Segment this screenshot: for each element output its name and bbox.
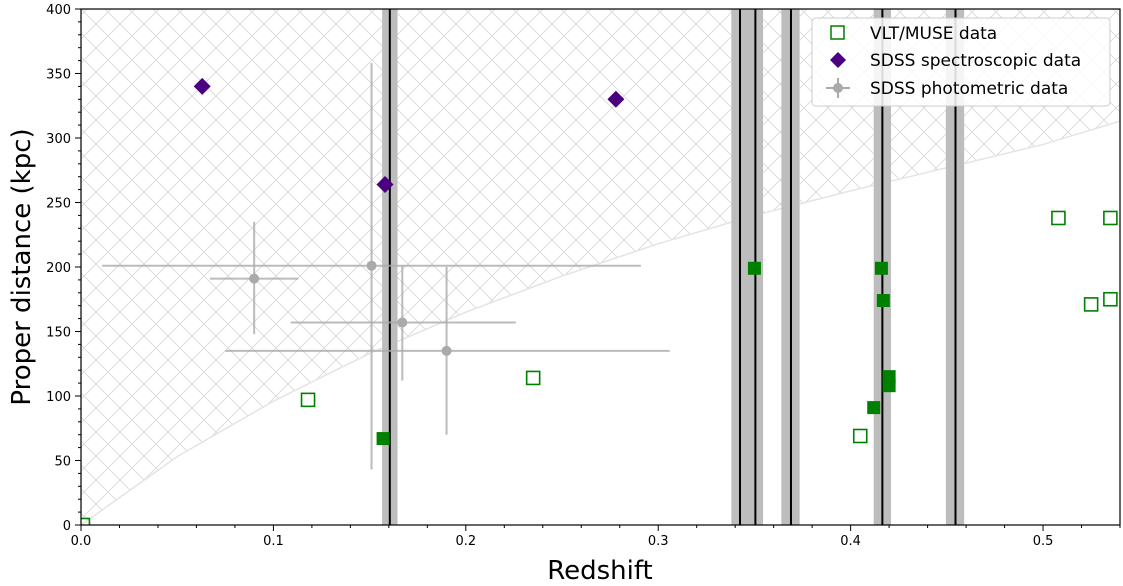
legend-vlt-marker — [830, 25, 845, 40]
y-axis-ticks: 0 50 100 150 200 250 300 350 400 — [46, 3, 81, 534]
muse-filled-point-6 — [882, 370, 896, 384]
phot-point-0 — [249, 273, 260, 284]
y-tick-label: 350 — [46, 68, 71, 83]
data-markers — [81, 77, 1118, 525]
spec-point-0 — [193, 77, 211, 95]
muse-open-point-2 — [525, 370, 541, 386]
legend-spec-label: SDSS spectroscopic data — [870, 51, 1081, 71]
muse-open-point-3 — [852, 428, 868, 444]
muse-filled-point-2 — [874, 261, 888, 275]
x-tick-label: 0.4 — [840, 534, 861, 549]
legend-vlt-label: VLT/MUSE data — [870, 24, 997, 44]
muse-open-point-4 — [1051, 210, 1066, 226]
x-tick-label: 0.5 — [1033, 534, 1054, 549]
muse-open-point-5 — [1083, 297, 1099, 312]
muse-open-point-6 — [1103, 291, 1118, 307]
muse-filled-point-0 — [376, 432, 390, 446]
legend-phot-marker — [833, 83, 843, 93]
legend-box — [811, 17, 1111, 107]
y-tick-label: 200 — [46, 261, 71, 276]
x-axis-label: Redshift — [547, 556, 653, 586]
y-tick-label: 250 — [46, 197, 71, 212]
muse-open-point-7 — [1103, 210, 1118, 226]
muse-open-point-0 — [81, 517, 91, 525]
spec-point-2 — [376, 175, 394, 193]
y-axis-label: Proper distance (kpc) — [7, 128, 37, 405]
y-tick-label: 400 — [46, 3, 71, 18]
muse-open-point-1 — [300, 392, 316, 408]
y-tick-label: 50 — [54, 455, 71, 470]
x-tick-label: 0.1 — [263, 534, 284, 549]
y-tick-label: 100 — [46, 390, 71, 405]
y-tick-label: 150 — [46, 326, 71, 341]
muse-filled-point-3 — [876, 294, 890, 308]
legend-spec-marker — [830, 52, 846, 68]
y-tick-label: 0 — [63, 519, 71, 534]
y-tick-label: 300 — [46, 132, 71, 147]
x-tick-label: 0.2 — [455, 534, 476, 549]
phot-point-3 — [441, 345, 452, 356]
x-tick-label: 0.3 — [648, 534, 669, 549]
muse-filled-point-1 — [747, 261, 761, 275]
x-axis-ticks: 0.0 0.1 0.2 0.3 0.4 0.5 — [71, 525, 1121, 549]
x-tick-label: 0.0 — [71, 534, 92, 549]
legend: VLT/MUSE data SDSS spectroscopic data SD… — [811, 17, 1111, 107]
phot-point-1 — [366, 260, 377, 271]
spec-point-1 — [607, 90, 625, 108]
legend-phot-label: SDSS photometric data — [870, 79, 1068, 99]
muse-filled-point-4 — [867, 401, 881, 415]
phot-point-2 — [397, 317, 408, 328]
